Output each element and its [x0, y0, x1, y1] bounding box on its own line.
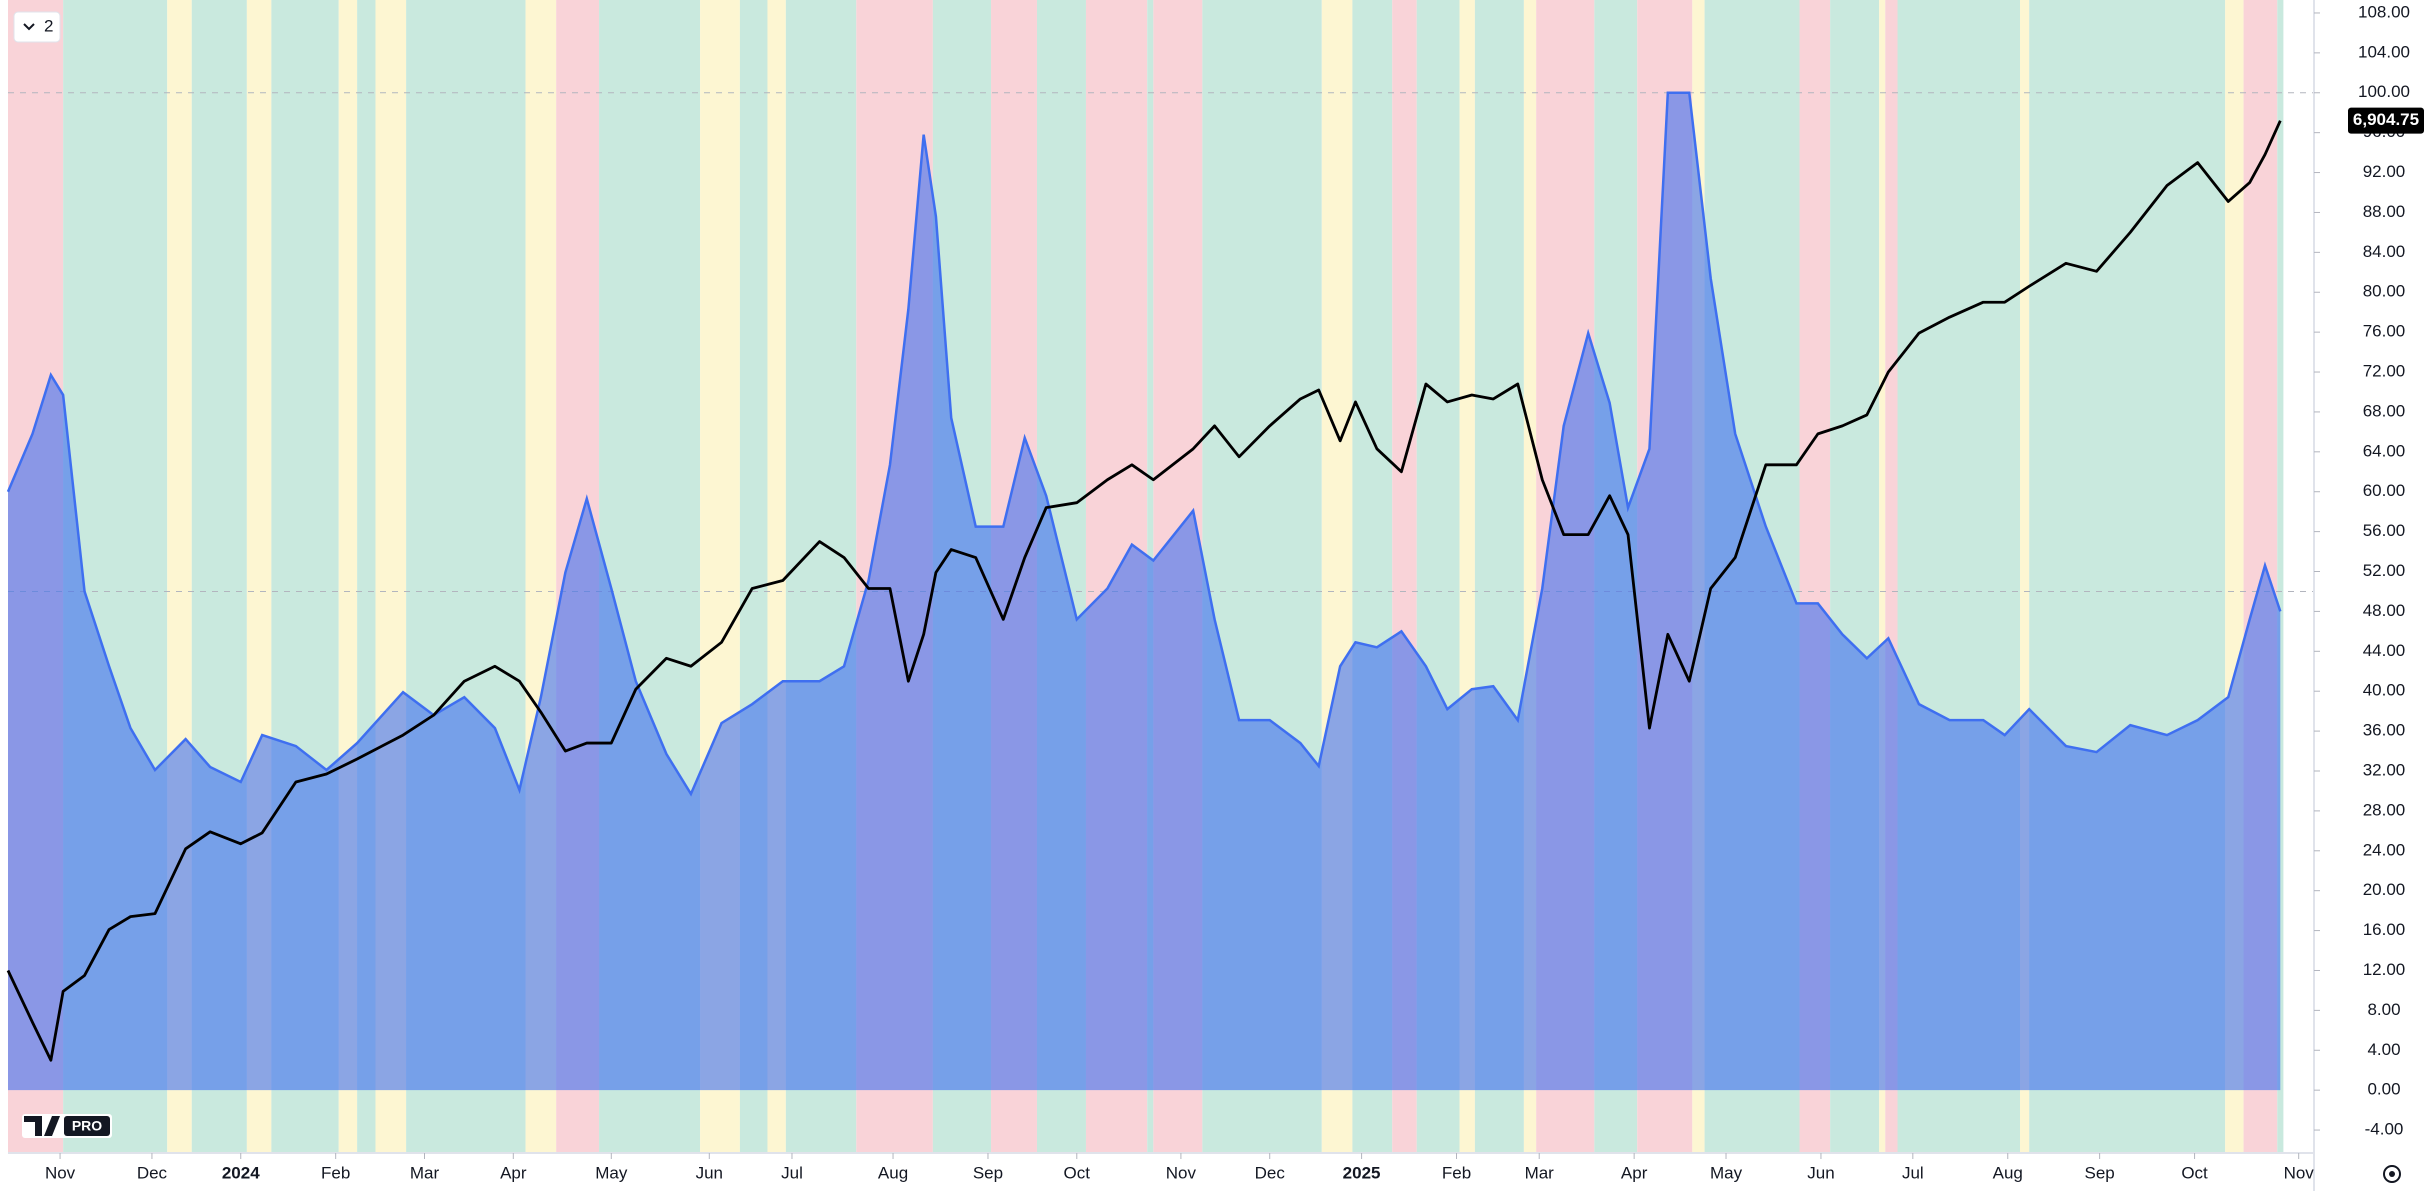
x-tick-label: Dec	[137, 1163, 168, 1182]
y-tick-label: 40.00	[2363, 681, 2406, 700]
y-tick-label: 24.00	[2363, 840, 2406, 859]
y-tick-label: 64.00	[2363, 441, 2406, 460]
settings-icon-center[interactable]	[2389, 1171, 2395, 1177]
badge-box[interactable]	[13, 11, 61, 43]
badge-text[interactable]: 2	[44, 16, 53, 35]
x-tick-label: May	[1710, 1163, 1743, 1182]
y-tick-label: 28.00	[2363, 800, 2406, 819]
y-tick-label: 12.00	[2363, 960, 2406, 979]
x-tick-label: Nov	[2284, 1163, 2315, 1182]
price-label-box	[2348, 107, 2424, 134]
y-tick-label: 48.00	[2363, 601, 2406, 620]
y-tick-label: 60.00	[2363, 481, 2406, 500]
y-tick-label: 56.00	[2363, 521, 2406, 540]
area-line	[6, 91, 2282, 797]
y-tick-label: -4.00	[2365, 1120, 2404, 1139]
y-tick-label: 36.00	[2363, 721, 2406, 740]
settings-icon[interactable]	[2383, 1165, 2401, 1183]
y-tick-label: 0.00	[2367, 1080, 2400, 1099]
x-tick-label: Aug	[878, 1163, 908, 1182]
y-tick-label: 108.00	[2358, 2, 2410, 21]
price-line	[6, 120, 2282, 1062]
x-tick-label: Nov	[1166, 1163, 1197, 1182]
y-tick-label: 8.00	[2367, 1000, 2400, 1019]
area-fill	[8, 92, 2281, 1091]
regime-band	[2277, 0, 2284, 1153]
y-tick-label: 68.00	[2363, 401, 2406, 420]
y-tick-label: 76.00	[2363, 322, 2406, 341]
y-tick-label: 92.00	[2363, 162, 2406, 181]
x-tick-label: May	[595, 1163, 628, 1182]
y-tick-label: 52.00	[2363, 561, 2406, 580]
y-tick-label: 88.00	[2363, 202, 2406, 221]
x-tick-label: Jun	[696, 1163, 723, 1182]
x-tick-label: Oct	[1064, 1163, 1091, 1182]
x-tick-label: Sep	[973, 1163, 1003, 1182]
x-tick-label: Feb	[1442, 1163, 1471, 1182]
plot	[6, 91, 2314, 1091]
y-tick-label: 16.00	[2363, 920, 2406, 939]
x-tick-label: Feb	[321, 1163, 350, 1182]
y-tick-label: 44.00	[2363, 641, 2406, 660]
logo-badge	[64, 1116, 110, 1136]
x-tick-label: Mar	[1525, 1163, 1555, 1182]
y-tick-label: 100.00	[2358, 82, 2410, 101]
x-tick-label: 2024	[222, 1163, 260, 1182]
logo-mark	[24, 1116, 60, 1136]
y-tick-label: 32.00	[2363, 760, 2406, 779]
x-tick-label: Sep	[2085, 1163, 2115, 1182]
y-tick-label: 84.00	[2363, 242, 2406, 261]
x-tick-label: Jun	[1807, 1163, 1834, 1182]
y-tick-label: 4.00	[2367, 1040, 2400, 1059]
x-tick-label: Jul	[1902, 1163, 1924, 1182]
regime-band	[2020, 0, 2030, 1153]
y-tick-label: 72.00	[2363, 362, 2406, 381]
x-tick-label: 2025	[1343, 1163, 1381, 1182]
y-tick-label: 104.00	[2358, 42, 2410, 61]
price-label: 6,904.75	[2353, 110, 2419, 129]
badge[interactable]: 2	[13, 11, 61, 43]
regime-band	[1879, 0, 1886, 1153]
x-tick-label: Aug	[1993, 1163, 2023, 1182]
x-tick-label: Apr	[500, 1163, 527, 1182]
x-tick-label: Nov	[45, 1163, 76, 1182]
settings-button[interactable]	[2383, 1165, 2401, 1183]
x-tick-label: Mar	[410, 1163, 440, 1182]
logo-text: PRO	[72, 1118, 102, 1134]
x-tick-label: Oct	[2181, 1163, 2208, 1182]
x-tick-label: Dec	[1255, 1163, 1286, 1182]
chevron-icon[interactable]	[23, 23, 35, 31]
logo: PRO	[22, 1114, 112, 1138]
y-tick-label: 80.00	[2363, 282, 2406, 301]
x-tick-label: Jul	[781, 1163, 803, 1182]
y-tick-label: 20.00	[2363, 880, 2406, 899]
x-tick-label: Apr	[1621, 1163, 1648, 1182]
